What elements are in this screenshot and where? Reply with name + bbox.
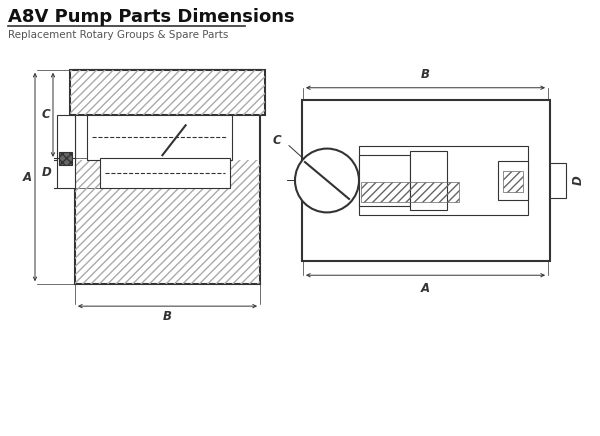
Circle shape (295, 149, 359, 212)
Bar (410, 150, 447, 211)
Bar (70, 70, 265, 115)
Bar (100, 158, 230, 188)
Bar (361, 183, 459, 202)
Bar (503, 170, 523, 192)
Bar (87, 115, 232, 160)
Text: D: D (42, 166, 52, 179)
Bar (359, 146, 528, 215)
Bar (57, 158, 75, 188)
Bar (359, 155, 410, 206)
Bar (498, 160, 528, 201)
Text: D: D (572, 176, 585, 185)
Bar (550, 163, 566, 198)
Text: A8V Pump Parts Dimensions: A8V Pump Parts Dimensions (8, 8, 295, 26)
Text: C: C (272, 134, 281, 147)
Bar (75, 160, 260, 284)
Text: SUPER HYDRAULICS: SUPER HYDRAULICS (10, 401, 276, 425)
Bar (57, 115, 75, 160)
Text: E-mail: sales@super-hyd.com: E-mail: sales@super-hyd.com (355, 408, 509, 418)
Bar (302, 100, 550, 261)
Text: B: B (163, 310, 172, 323)
Text: A: A (421, 282, 430, 295)
Bar (59, 152, 72, 165)
Text: B: B (421, 68, 430, 81)
Bar (75, 70, 260, 284)
Text: A: A (22, 170, 32, 184)
Text: Replacement Rotary Groups & Spare Parts: Replacement Rotary Groups & Spare Parts (8, 30, 229, 40)
Text: C: C (41, 108, 50, 121)
Bar (70, 70, 265, 115)
